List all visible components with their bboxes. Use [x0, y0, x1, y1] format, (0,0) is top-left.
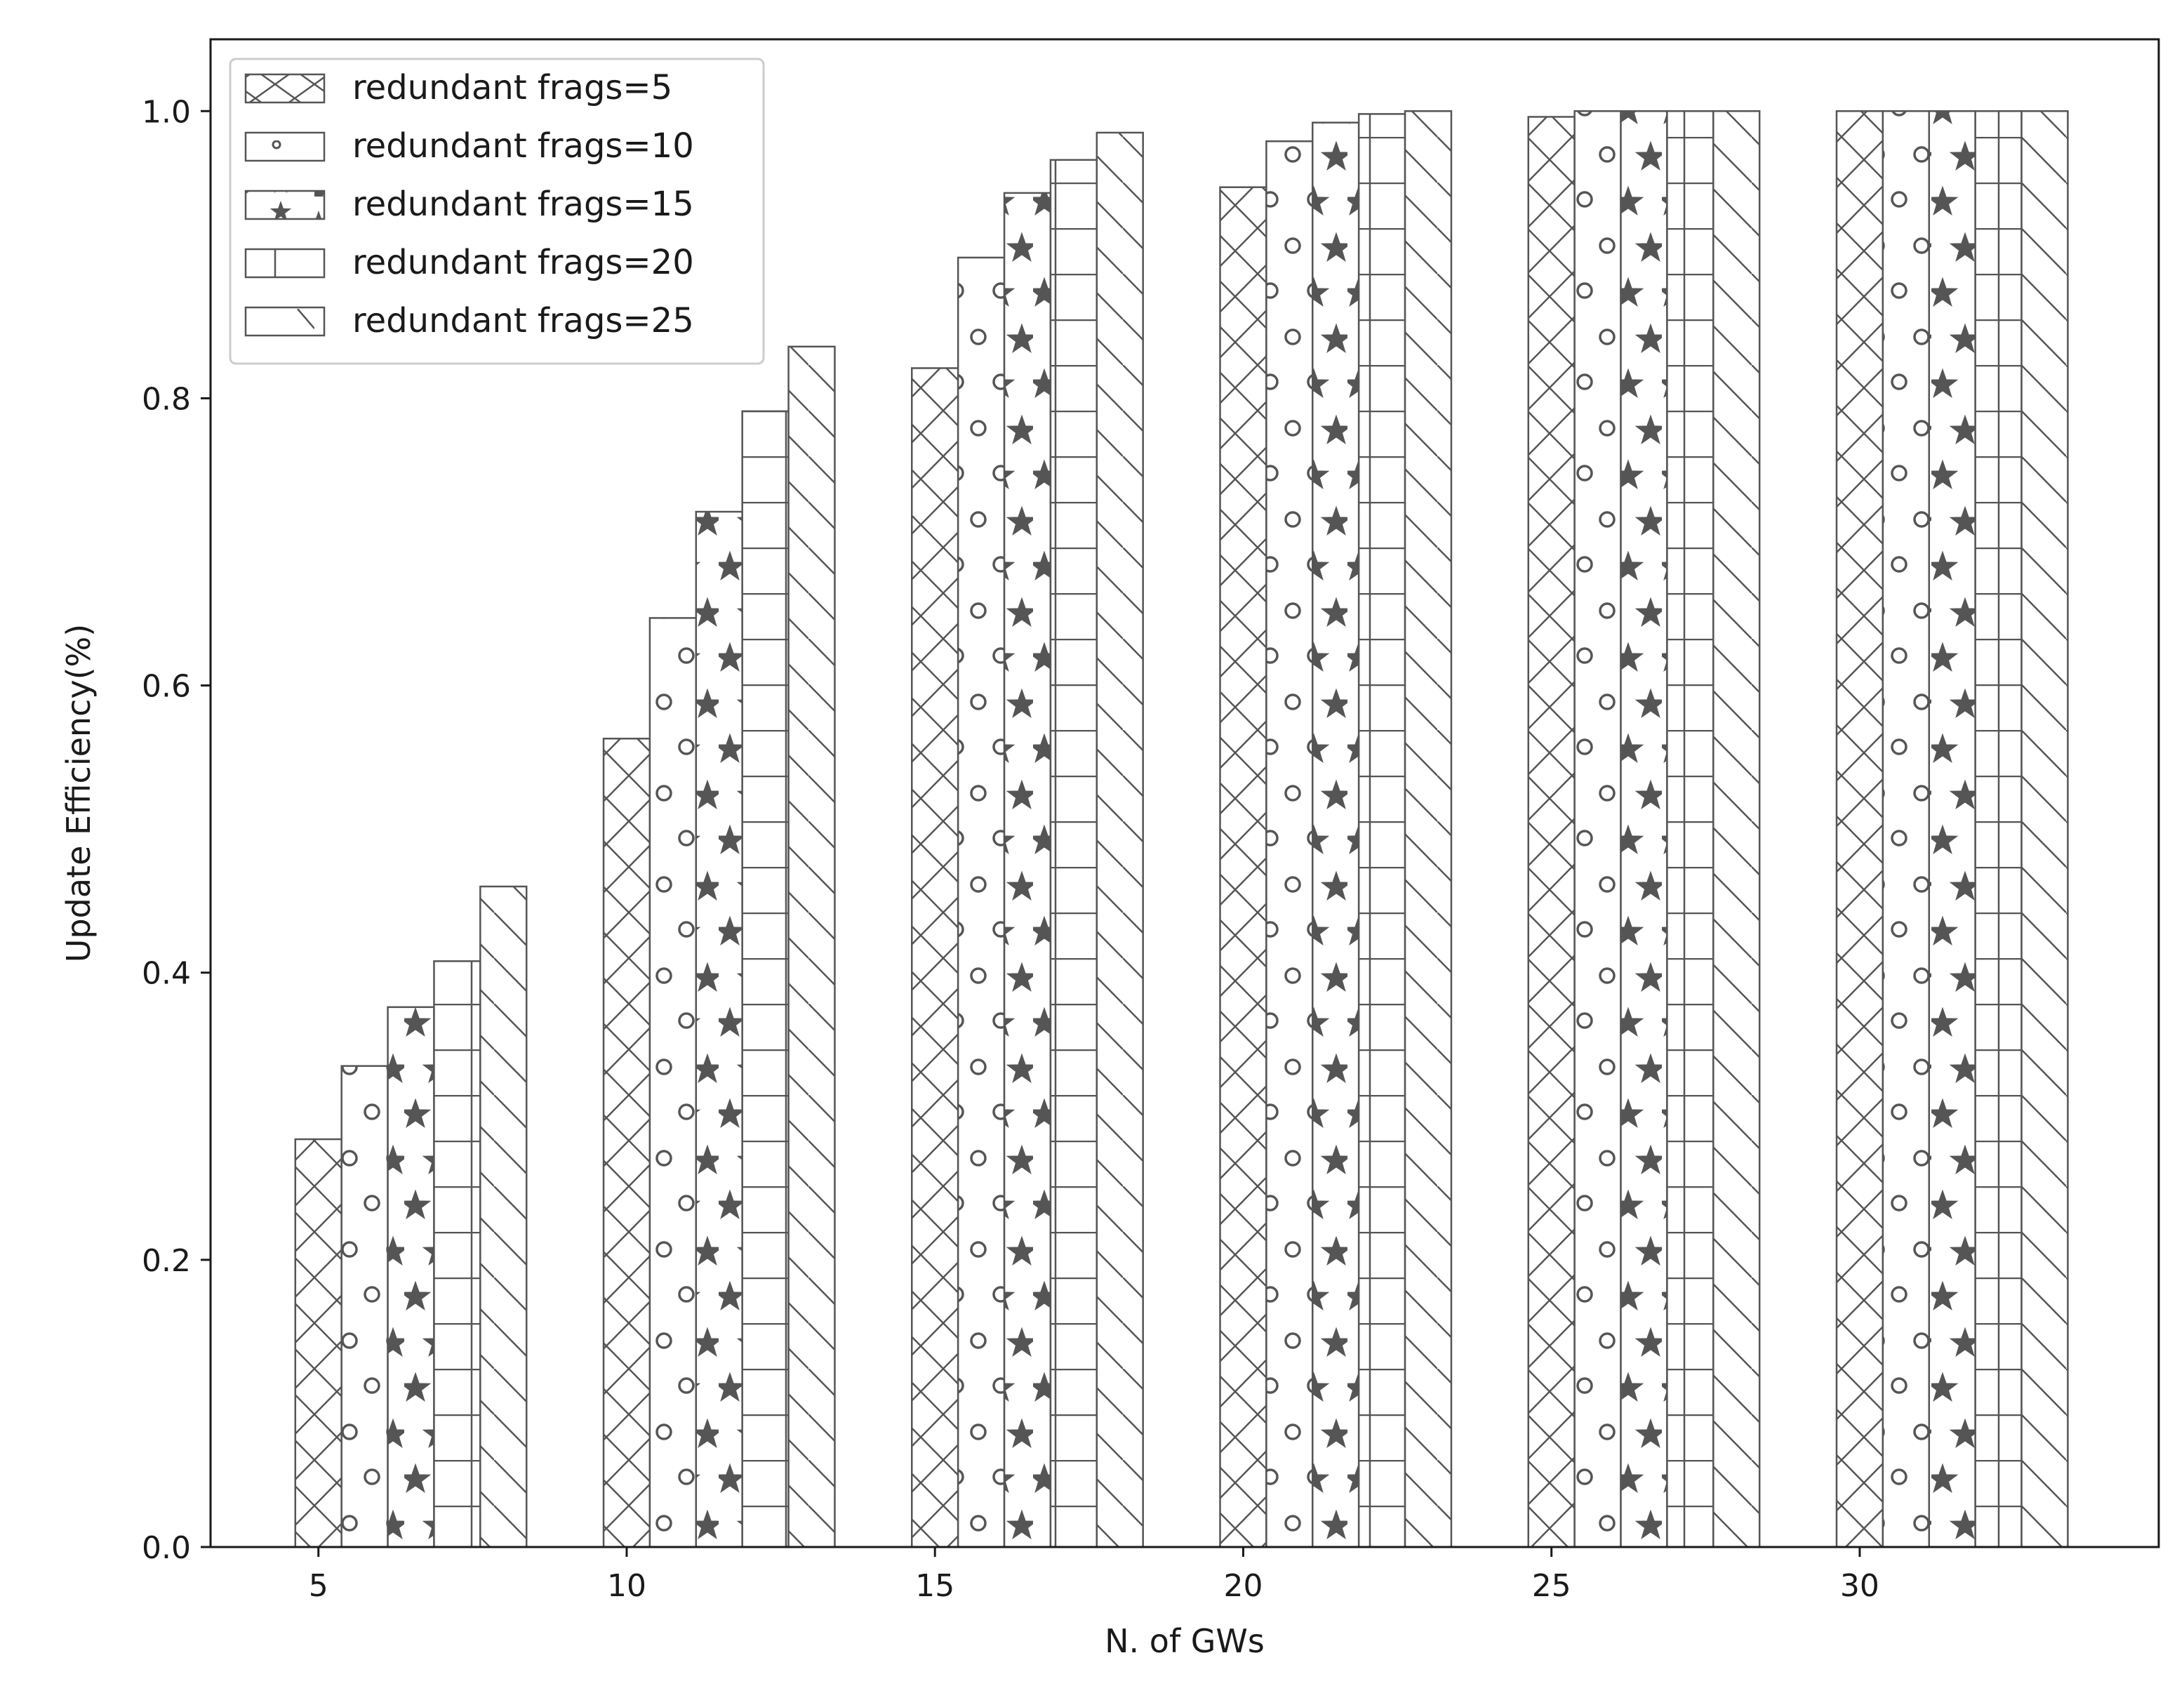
bar-1-15: [911, 367, 959, 1548]
y-axis-label: Update Efficiency(%): [60, 624, 98, 962]
legend-swatch-2: [244, 131, 326, 162]
bar-5-5: [479, 885, 528, 1548]
y-tick-label: 0.0: [142, 1530, 191, 1566]
bar-5-15: [1096, 131, 1144, 1548]
x-tick-label: 20: [1223, 1568, 1263, 1604]
bar-5-20: [1404, 110, 1453, 1548]
bar-4-10: [741, 410, 790, 1548]
bar-2-10: [648, 617, 698, 1548]
bar-4-25: [1666, 110, 1714, 1548]
legend-label-1: redundant frags=5: [352, 68, 672, 107]
x-tick-label: 10: [607, 1568, 646, 1604]
bars-layer: [294, 110, 2069, 1548]
bar-1-20: [1219, 186, 1267, 1548]
bar-1-10: [602, 738, 651, 1548]
x-tick-label: 30: [1840, 1568, 1879, 1604]
legend-swatch-1: [244, 73, 326, 104]
bar-3-15: [1003, 192, 1052, 1548]
x-tick-label: 15: [915, 1568, 954, 1604]
bar-3-10: [695, 510, 743, 1548]
bar-2-25: [1573, 110, 1622, 1548]
bar-3-25: [1620, 110, 1668, 1548]
y-tick-label: 0.2: [142, 1243, 191, 1279]
bar-4-15: [1049, 159, 1098, 1548]
bar-3-5: [387, 1006, 435, 1548]
bar-5-10: [787, 345, 836, 1548]
legend-swatch-5: [244, 306, 326, 337]
legend-frame: [229, 58, 765, 365]
legend-swatch-3: [244, 190, 326, 220]
axes-layer: 5 10 15 20 25 30 0.0 0.2 0.4 0.6 0.8 1.0: [142, 94, 1879, 1604]
x-axis-label: N. of GWs: [1105, 1622, 1265, 1660]
y-tick-label: 0.4: [142, 956, 191, 992]
bar-4-20: [1357, 113, 1406, 1548]
bar-1-25: [1527, 116, 1576, 1548]
y-tick-label: 1.0: [142, 94, 191, 130]
plot-frame: [209, 38, 2160, 1548]
bar-2-20: [1265, 140, 1314, 1548]
bar-2-30: [1882, 110, 1931, 1548]
legend-label-3: redundant frags=15: [352, 185, 694, 224]
legend-label-5: redundant frags=25: [352, 301, 694, 340]
bar-4-30: [1974, 110, 2023, 1548]
x-tick-label: 5: [309, 1568, 328, 1604]
bar-3-30: [1928, 110, 1976, 1548]
bar-5-30: [2020, 110, 2069, 1548]
bar-5-25: [1712, 110, 1761, 1548]
x-tick-label: 25: [1532, 1568, 1571, 1604]
legend: redundant frags=5 redundant frags=10 redun…: [229, 58, 765, 365]
legend-label-4: redundant frags=20: [352, 243, 694, 282]
bar-2-15: [957, 256, 1006, 1548]
bar-4-5: [433, 960, 481, 1548]
bar-1-5: [294, 1138, 342, 1548]
legend-swatch-4: [244, 248, 326, 279]
bar-1-30: [1835, 110, 1884, 1548]
bar-2-5: [340, 1065, 389, 1548]
y-tick-label: 0.6: [142, 669, 191, 705]
legend-label-2: redundant frags=10: [352, 126, 694, 166]
bar-3-20: [1312, 121, 1360, 1548]
y-tick-label: 0.8: [142, 381, 191, 417]
